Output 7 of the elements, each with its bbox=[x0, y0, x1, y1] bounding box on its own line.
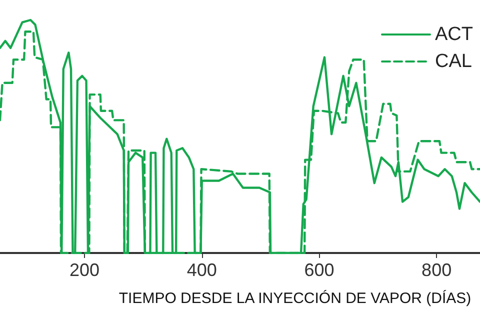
x-axis-title: TIEMPO DESDE LA INYECCIÓN DE VAPOR (DÍAS) bbox=[118, 289, 472, 307]
x-tick-label: 600 bbox=[304, 260, 334, 280]
legend-label: ACT bbox=[435, 24, 474, 45]
x-tick-label: 200 bbox=[69, 260, 100, 280]
legend-label: CAL bbox=[435, 51, 472, 72]
x-tick-label: 400 bbox=[186, 260, 217, 280]
x-tick-label: 800 bbox=[422, 260, 452, 280]
